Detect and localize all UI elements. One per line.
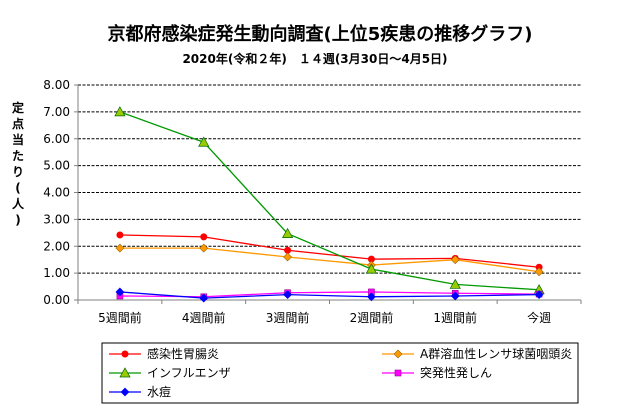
y-tick-label: 0.00 [43,293,70,307]
legend-marker [120,387,130,397]
y-tick-label: 5.00 [43,159,70,173]
data-point [199,293,209,303]
data-point [198,136,210,147]
x-tick-label: 今週 [527,310,551,325]
data-point [365,263,378,274]
data-point [366,292,376,302]
legend-marker [394,369,402,377]
legend-item: 突発性発しん [382,365,492,380]
legend-label: A群溶血性レンサ球菌咽頭炎 [420,346,572,361]
legend-item: 感染性胃腸炎 [109,346,219,361]
legend-marker [119,367,131,378]
data-point [115,287,125,297]
series-3 [114,106,545,295]
y-axis-title-char: ( [15,181,20,195]
legend-item: A群溶血性レンサ球菌咽頭炎 [382,346,572,361]
series-5 [115,287,544,303]
x-tick-label: 1週間前 [433,310,477,325]
y-axis-title-char: ) [15,213,20,227]
data-point [115,243,125,253]
data-point [283,252,293,262]
y-axis-title-char: 点 [12,116,24,131]
data-point [114,106,126,117]
y-tick-label: 3.00 [43,212,70,226]
x-tick-labels: 5週間前 4週間前 3週間前 2週間前 1週間前 今週 [98,310,551,325]
series-line [119,291,540,299]
data-point [534,267,544,277]
legend-label: インフルエンザ [147,366,231,380]
y-axis-title: 定点当たり (人) [12,100,25,227]
data-point [450,255,460,265]
series-line [119,247,540,273]
y-axis-label: 定点当たり (人) [12,100,25,227]
legend-label: 水痘 [147,384,171,399]
data-point [450,291,460,301]
legend-label: 感染性胃腸炎 [147,346,219,361]
series-lines [114,106,545,303]
series-line [119,111,540,291]
series-line [119,234,540,268]
y-tick-labels: 0.00 1.00 2.00 3.00 4.00 5.00 6.00 7.00 8.00 [43,78,70,307]
data-point [116,231,124,239]
y-tick-label: 1.00 [43,266,70,280]
data-point [449,278,461,289]
data-point [283,290,293,300]
y-axis-title-char: た [12,149,24,163]
y-axis-title-char: り [12,165,24,179]
chart-title: 京都府感染症発生動向調査(上位5疾患の推移グラフ) [108,23,533,45]
x-tick-label: 2週間前 [350,310,394,325]
y-axis-title-char: 当 [12,132,24,147]
y-tick-label: 7.00 [43,105,70,119]
legend-marker [121,350,129,358]
data-point [284,246,292,254]
legend-label: 突発性発しん [420,365,492,380]
x-tick-label: 5週間前 [98,310,142,325]
legend-item: 水痘 [109,384,171,399]
y-tick-label: 4.00 [43,186,70,200]
series-2 [115,243,544,277]
legend-box [101,342,579,404]
chart-subtitle: 2020年(令和２年) １４週(3月30日～4月5日) [182,51,447,66]
y-axis-title-char: 人 [12,196,25,211]
legend-item: インフルエンザ [109,366,231,380]
y-tick-label: 8.00 [43,78,70,92]
data-point [534,290,544,300]
series-4 [116,288,543,301]
y-tick-label: 2.00 [43,239,70,253]
y-tick-label: 6.00 [43,132,70,146]
gridlines [74,84,582,304]
data-point [281,227,294,238]
data-point [199,243,209,253]
x-tick-label: 3週間前 [266,310,310,325]
y-axis-title-char: 定 [12,100,24,115]
x-tick-label: 4週間前 [182,310,226,325]
data-point [200,233,208,241]
legend-marker [393,349,403,359]
